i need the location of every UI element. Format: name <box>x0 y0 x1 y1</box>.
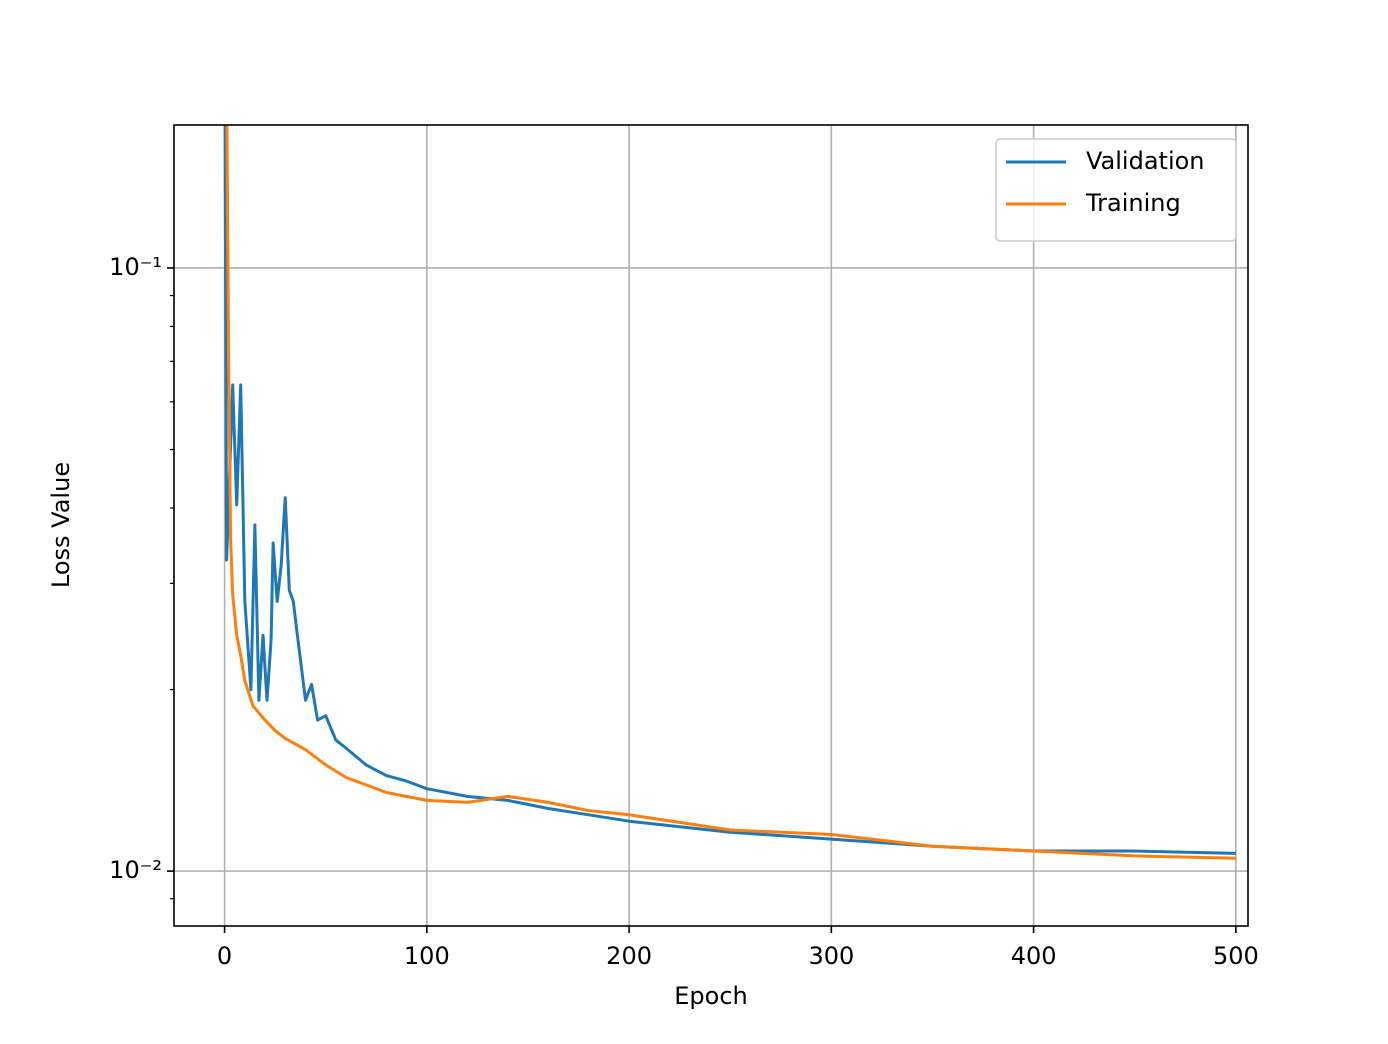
x-tick-label: 100 <box>404 942 450 970</box>
line-series <box>223 125 1236 855</box>
x-tick-label: 300 <box>808 942 854 970</box>
plot-frame <box>173 124 1249 927</box>
legend-label: Validation <box>1086 147 1205 175</box>
y-tick-label: 10⁻² <box>109 856 162 884</box>
x-tick-label: 400 <box>1011 942 1057 970</box>
legend-box <box>995 138 1237 242</box>
legend-label: Training <box>1085 189 1181 217</box>
line-series <box>225 125 1236 860</box>
y-axis-label: Loss Value <box>47 462 75 588</box>
x-tick-label: 500 <box>1213 942 1259 970</box>
x-axis-label: Epoch <box>674 982 748 1010</box>
x-tick-label: 200 <box>606 942 652 970</box>
x-tick-label: 0 <box>217 942 232 970</box>
y-tick-label: 10⁻¹ <box>109 253 162 281</box>
